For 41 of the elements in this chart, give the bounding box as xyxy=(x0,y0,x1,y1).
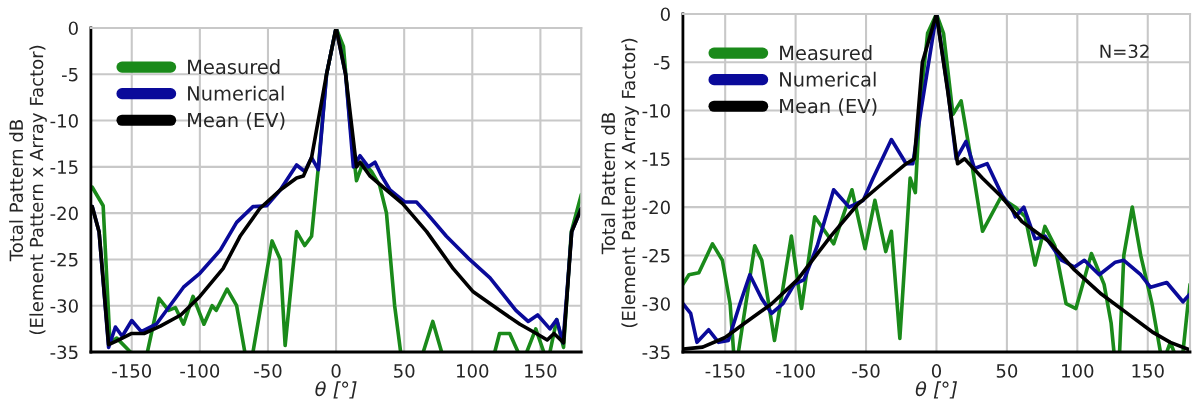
x-tick-label: -50 xyxy=(254,364,282,378)
x-tick-label: 50 xyxy=(996,364,1018,378)
x-tick-label: 100 xyxy=(457,364,489,378)
y-tick-label: -20 xyxy=(642,200,670,215)
y-tick-label: 0 xyxy=(68,21,78,36)
x-tick-label: 0 xyxy=(331,364,341,378)
x-tick-label: -100 xyxy=(776,364,815,378)
y-tick-label: -35 xyxy=(50,345,78,360)
legend-label: Mean (EV) xyxy=(188,112,285,130)
y-tick-label: 0 xyxy=(660,7,670,22)
annotation: N=32 xyxy=(1100,44,1149,59)
y-tick-label: -25 xyxy=(642,248,670,263)
x-tick-label: 0 xyxy=(931,364,942,378)
legend-label: Numerical xyxy=(780,71,876,87)
y-tick-label: -5 xyxy=(61,67,78,82)
x-tick-label: -50 xyxy=(852,364,880,378)
y-tick-label: -25 xyxy=(50,252,78,267)
y-tick-label: -10 xyxy=(50,114,78,128)
x-axis-title: θ [°] xyxy=(915,381,958,399)
y-tick-label: -10 xyxy=(642,104,670,118)
x-tick-label: 50 xyxy=(394,364,415,378)
legend-label: Mean (EV) xyxy=(780,98,877,116)
y-tick-label: -30 xyxy=(50,299,78,313)
y-axis-title: Total Pattern dB (Element Pattern x Array Factor) xyxy=(601,38,639,328)
y-tick-label: -5 xyxy=(653,55,670,70)
x-tick-label: -100 xyxy=(180,364,220,378)
y-tick-label: -20 xyxy=(50,206,78,221)
legend-label: Numerical xyxy=(188,85,284,101)
x-tick-label: 150 xyxy=(1132,364,1164,378)
y-tick-label: -15 xyxy=(50,160,78,174)
x-tick-label: -150 xyxy=(112,364,152,378)
y-tick-label: -15 xyxy=(642,152,670,166)
y-axis-title: Total Pattern dB (Element Pattern x Array Factor) xyxy=(9,45,47,335)
x-tick-label: 100 xyxy=(1062,364,1094,378)
legend-label: Measured xyxy=(780,45,872,61)
legend-label: Measured xyxy=(188,59,280,75)
x-tick-label: -150 xyxy=(705,364,745,378)
y-tick-label: -35 xyxy=(642,345,670,360)
y-tick-label: -30 xyxy=(642,297,670,311)
x-axis-title: θ [°] xyxy=(315,381,357,399)
x-tick-label: 150 xyxy=(525,364,557,378)
